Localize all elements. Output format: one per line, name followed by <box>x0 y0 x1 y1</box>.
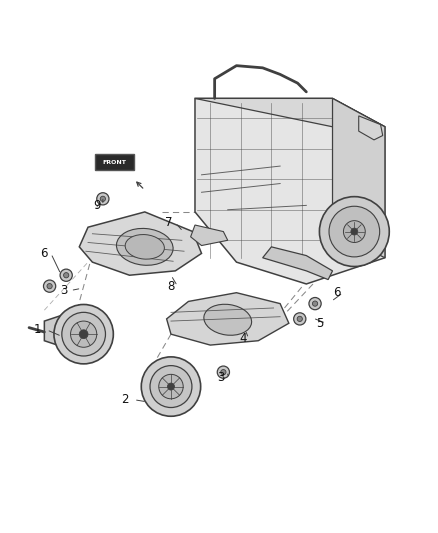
Circle shape <box>64 272 69 278</box>
Polygon shape <box>195 99 385 127</box>
Polygon shape <box>79 212 201 275</box>
Circle shape <box>159 374 183 399</box>
FancyBboxPatch shape <box>95 154 134 171</box>
Polygon shape <box>359 116 383 140</box>
Circle shape <box>297 316 302 321</box>
Circle shape <box>217 366 230 378</box>
Text: 3: 3 <box>60 284 68 297</box>
Text: FRONT: FRONT <box>102 160 126 165</box>
Text: 3: 3 <box>218 372 225 384</box>
Circle shape <box>329 206 380 257</box>
Text: 2: 2 <box>121 393 129 406</box>
Circle shape <box>71 321 97 348</box>
Text: 1: 1 <box>34 324 42 336</box>
Circle shape <box>312 301 318 306</box>
Circle shape <box>97 193 109 205</box>
Polygon shape <box>263 247 332 280</box>
Circle shape <box>60 269 72 281</box>
Circle shape <box>167 383 174 390</box>
Text: 6: 6 <box>41 247 48 260</box>
Circle shape <box>351 228 358 235</box>
Text: 4: 4 <box>239 332 247 345</box>
Text: 6: 6 <box>333 286 341 299</box>
Circle shape <box>150 366 192 408</box>
Circle shape <box>79 330 88 338</box>
Ellipse shape <box>117 229 173 265</box>
Ellipse shape <box>204 304 251 335</box>
Polygon shape <box>195 99 385 284</box>
Circle shape <box>62 312 106 356</box>
Circle shape <box>43 280 56 292</box>
Text: 9: 9 <box>93 199 100 212</box>
Polygon shape <box>166 293 289 345</box>
Circle shape <box>100 196 106 201</box>
Circle shape <box>54 304 113 364</box>
Circle shape <box>293 313 306 325</box>
Circle shape <box>319 197 389 266</box>
Polygon shape <box>332 99 385 258</box>
Circle shape <box>47 284 52 289</box>
Circle shape <box>221 369 226 375</box>
Text: 5: 5 <box>316 317 323 330</box>
Circle shape <box>343 221 365 243</box>
Polygon shape <box>191 225 228 246</box>
Circle shape <box>309 297 321 310</box>
Ellipse shape <box>125 235 164 259</box>
Polygon shape <box>44 310 110 352</box>
Text: 8: 8 <box>167 280 175 293</box>
Text: 7: 7 <box>165 216 173 229</box>
Circle shape <box>141 357 201 416</box>
